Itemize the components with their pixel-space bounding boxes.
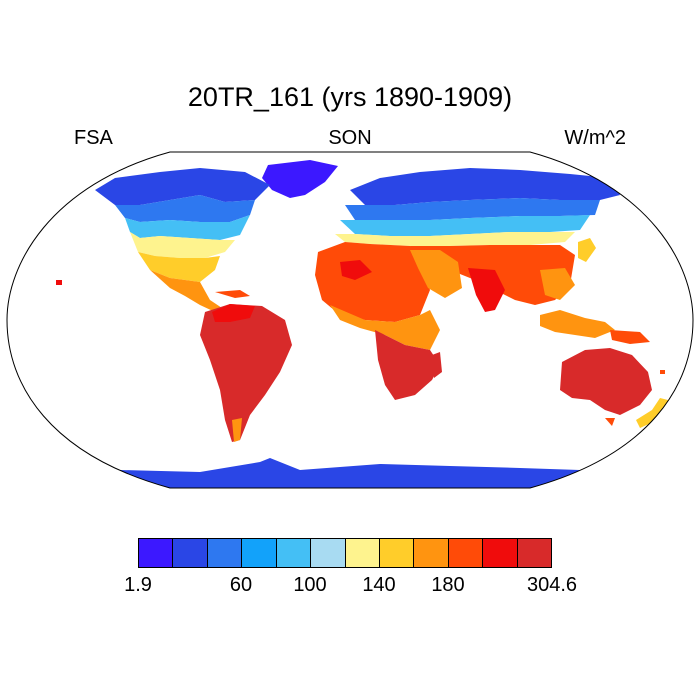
- globe-outline: [6, 151, 694, 489]
- colorbar-swatch: [517, 539, 552, 567]
- colorbar-swatch: [414, 539, 449, 567]
- units-label: W/m^2: [564, 127, 626, 149]
- region-patagonia: [232, 418, 242, 442]
- colorbar-swatch: [207, 539, 243, 567]
- colorbar-swatch: [311, 539, 346, 567]
- region-central-america: [150, 270, 225, 312]
- region-tasmania: [605, 418, 615, 426]
- region-antarctica: [100, 458, 600, 488]
- region-eurasia-mid: [340, 215, 590, 236]
- region-north-america-arctic: [95, 168, 270, 205]
- colorbar-tick-label: 60: [229, 574, 253, 596]
- region-indonesia: [540, 310, 615, 338]
- region-north-america-temperate: [130, 232, 235, 258]
- region-south-america: [200, 304, 292, 442]
- region-india: [468, 268, 505, 312]
- region-southern-africa: [375, 330, 440, 400]
- region-southeast-asia: [540, 268, 575, 300]
- colorbar-tick-label: 140: [362, 574, 396, 596]
- colorbar: [138, 538, 552, 568]
- region-north-america-boreal: [115, 195, 255, 222]
- colorbar-swatch: [345, 539, 380, 567]
- region-eurasia-arctic: [350, 168, 620, 205]
- colorbar-swatch: [276, 539, 312, 567]
- colorbar-swatch: [379, 539, 415, 567]
- region-central-africa: [330, 305, 440, 350]
- region-south-america-north: [212, 304, 255, 322]
- region-north-america-south: [138, 252, 220, 282]
- colorbar-swatch: [242, 539, 277, 567]
- region-sahara-hotspots: [340, 260, 372, 280]
- colorbar-swatch: [448, 539, 484, 567]
- region-eurasia-boreal: [345, 198, 600, 220]
- colorbar-tick-label: 180: [431, 574, 465, 596]
- region-new-zealand: [636, 398, 668, 428]
- region-new-guinea: [610, 330, 650, 344]
- colorbar-tick-label: 100: [293, 574, 327, 596]
- map-title: 20TR_161 (yrs 1890-1909): [187, 82, 513, 112]
- region-australia: [560, 348, 652, 415]
- region-eurasia-temperate: [335, 232, 575, 246]
- colorbar-swatch: [173, 539, 208, 567]
- season-label: SON: [328, 127, 372, 149]
- variable-label: FSA: [74, 127, 113, 149]
- colorbar-swatch: [139, 539, 174, 567]
- region-madagascar: [432, 352, 442, 378]
- region-pacific-island: [660, 370, 665, 374]
- region-japan: [578, 238, 596, 262]
- colorbar-tick-label: 304.6: [526, 574, 578, 596]
- colorbar-swatch: [483, 539, 518, 567]
- region-middle-east: [410, 250, 462, 298]
- region-hawaii: [56, 280, 62, 285]
- region-caribbean: [215, 290, 250, 298]
- region-greenland: [262, 160, 338, 198]
- region-north-america-mid: [125, 215, 250, 240]
- colorbar-tick-label: 1.9: [124, 574, 152, 596]
